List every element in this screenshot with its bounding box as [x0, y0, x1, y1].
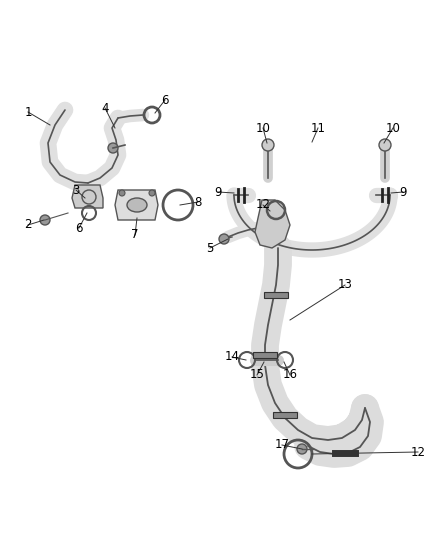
Text: 10: 10: [255, 122, 270, 134]
Text: 4: 4: [101, 101, 109, 115]
Text: 13: 13: [338, 279, 353, 292]
Polygon shape: [253, 352, 277, 358]
Text: 9: 9: [214, 185, 222, 198]
Text: 10: 10: [385, 122, 400, 134]
Text: 11: 11: [311, 122, 325, 134]
Text: 9: 9: [399, 185, 407, 198]
Text: 14: 14: [225, 351, 240, 364]
Polygon shape: [72, 185, 103, 208]
Text: 2: 2: [24, 219, 32, 231]
Polygon shape: [255, 200, 290, 248]
Polygon shape: [273, 412, 297, 418]
Circle shape: [119, 190, 125, 196]
Text: 17: 17: [275, 439, 290, 451]
Text: 16: 16: [283, 368, 297, 382]
Circle shape: [40, 215, 50, 225]
Text: 6: 6: [161, 93, 169, 107]
Text: 12: 12: [410, 446, 425, 458]
Text: 8: 8: [194, 196, 201, 208]
Text: 1: 1: [24, 106, 32, 118]
Ellipse shape: [127, 198, 147, 212]
Circle shape: [219, 234, 229, 244]
Text: 15: 15: [250, 368, 265, 382]
Text: 3: 3: [72, 183, 80, 197]
Circle shape: [108, 143, 118, 153]
Text: 5: 5: [206, 241, 214, 254]
Text: 12: 12: [255, 198, 271, 212]
Circle shape: [379, 139, 391, 151]
Circle shape: [149, 190, 155, 196]
Polygon shape: [264, 292, 288, 298]
Text: 6: 6: [75, 222, 83, 235]
Circle shape: [262, 139, 274, 151]
Polygon shape: [115, 190, 158, 220]
Text: 7: 7: [131, 229, 139, 241]
Circle shape: [297, 444, 307, 454]
